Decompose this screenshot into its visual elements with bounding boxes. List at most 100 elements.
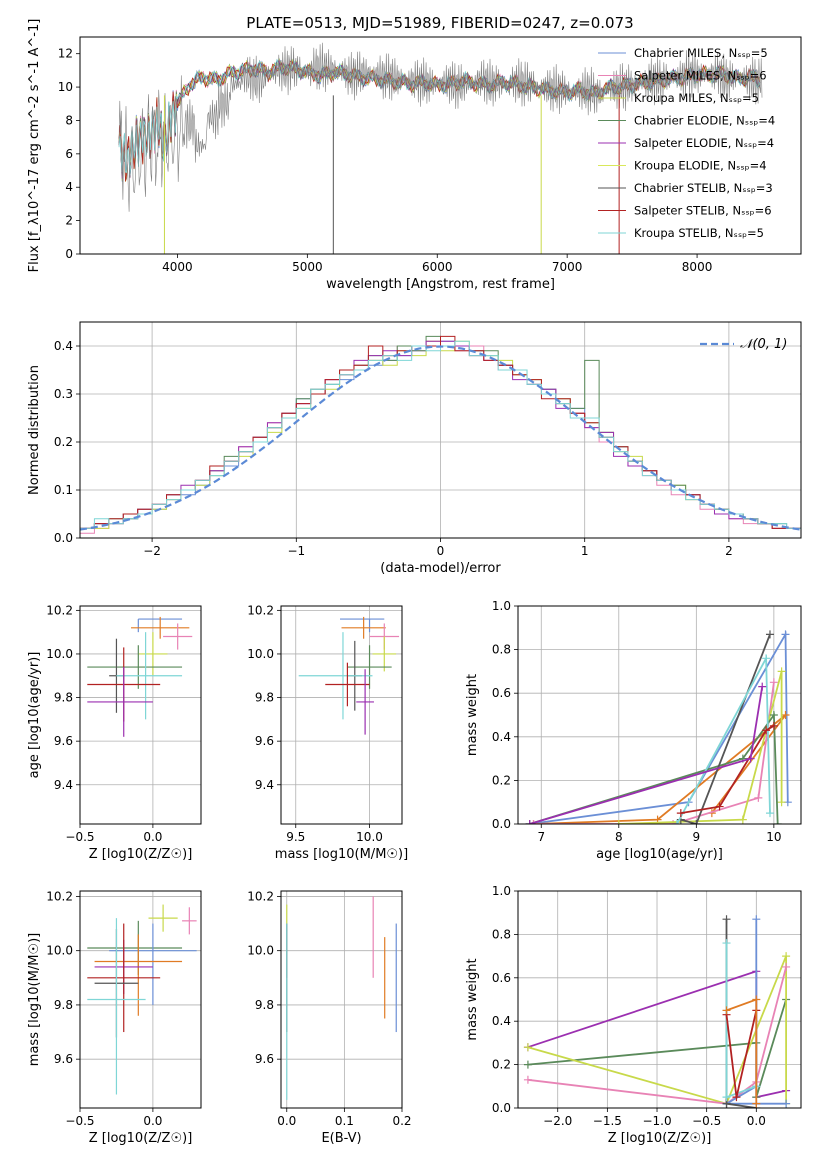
y-axis-label: Normed distribution — [27, 365, 42, 495]
errorbar-point — [372, 636, 397, 672]
plus-marker — [722, 939, 731, 948]
legend-label: Salpeter MILES, Nₛₛₚ=6 — [634, 69, 767, 83]
y-axis-label: mass [log10(M/M☉)] — [27, 933, 42, 1066]
plus-marker — [752, 915, 761, 924]
y-tick-label: 0.6 — [492, 971, 511, 985]
mass_vs_ebv-panel: 0.0 0.1 0.2 9.6 9.8 10.0 10.2 E(B-V) — [247, 889, 411, 1146]
normal-curve — [80, 345, 801, 531]
errorbar-point — [182, 907, 197, 935]
x-axis-label: wavelength [Angstrom, rest frame] — [326, 277, 555, 292]
x-tick-label: 7 — [537, 830, 545, 844]
y-tick-label: 9.8 — [255, 691, 274, 705]
axes-frame — [517, 890, 802, 1109]
errorbar-point — [148, 904, 178, 932]
plus-marker — [782, 962, 791, 971]
plus-marker — [765, 630, 774, 639]
legend-label: Chabrier STELIB, Nₛₛₚ=3 — [634, 181, 773, 195]
errorbar-point — [163, 623, 193, 650]
plus-marker — [754, 793, 763, 802]
x-tick-label: −0.5 — [692, 1114, 721, 1128]
y-tick-label: 10.0 — [46, 944, 73, 958]
weight-series — [618, 671, 783, 824]
mass_vs_z-panel: −0.5 0.0 9.6 9.8 10.0 10.2 Z [log10(Z/Z☉)] mass… — [27, 889, 202, 1146]
y-tick-label: 10.0 — [247, 647, 274, 661]
x-tick-label: 4000 — [162, 260, 193, 274]
x-axis-label: E(B-V) — [321, 1131, 361, 1146]
y-tick-label: 1.0 — [492, 599, 511, 613]
x-axis-label: Z [log10(Z/Z☉)] — [608, 1131, 712, 1146]
y-tick-label: 10.2 — [46, 603, 73, 617]
legend-label: Kroupa MILES, Nₛₛₚ=5 — [634, 91, 759, 105]
x-tick-label: 5000 — [292, 260, 323, 274]
weight-series — [533, 682, 775, 824]
weight_vs_z-panel: −2.0 −1.5 −1.0 −0.5 0.0 0.0 0.2 0.4 0.6 0.8 1.0 Z [… — [465, 884, 802, 1146]
y-axis-label: mass weight — [465, 674, 480, 756]
y-tick-label: 4 — [65, 180, 73, 194]
plus-marker — [782, 952, 791, 961]
y-tick-label: 9.8 — [54, 998, 73, 1012]
plus-marker — [525, 820, 534, 824]
plus-marker — [777, 667, 786, 676]
errorbar-point — [138, 632, 168, 676]
plus-marker — [762, 726, 771, 735]
plus-marker — [758, 682, 767, 691]
plus-marker — [782, 1099, 791, 1108]
spectrum-panel: 4000 5000 6000 7000 8000 0 2 4 6 8 10 12 wavelength … — [27, 19, 802, 292]
y-tick-label: 9.4 — [54, 778, 73, 792]
y-axis-label: mass weight — [465, 958, 480, 1040]
errorbar-point — [87, 923, 161, 1033]
x-tick-label: 8000 — [682, 260, 713, 274]
y-tick-label: 10 — [58, 80, 73, 94]
y-tick-label: 0.3 — [54, 387, 73, 401]
x-tick-label: 0.2 — [392, 1114, 411, 1128]
weight_vs_age-panel: 7 8 9 10 0.0 0.2 0.4 0.6 0.8 1.0 age [log10(age/yr… — [465, 599, 802, 862]
errorbar-point — [298, 632, 373, 720]
y-tick-label: 0.0 — [492, 817, 511, 831]
plus-marker — [672, 820, 681, 824]
x-tick-label: 0.1 — [335, 1114, 354, 1128]
y-tick-label: 9.8 — [54, 691, 73, 705]
y-tick-label: 6 — [65, 147, 73, 161]
x-tick-label: −1.5 — [593, 1114, 622, 1128]
age_vs_mass-plot-area — [298, 616, 400, 735]
y-tick-label: 8 — [65, 113, 73, 127]
spectrum-plot-area — [118, 42, 763, 254]
y-tick-label: 0.0 — [492, 1101, 511, 1115]
weight_vs_age-plot-area — [525, 630, 792, 824]
age_vs_z-panel: −0.5 0.0 9.4 9.6 9.8 10.0 10.2 Z [log10(Z/Z☉)] a… — [27, 603, 202, 862]
legend-label: Kroupa ELODIE, Nₛₛₚ=4 — [634, 159, 767, 173]
x-tick-label: 1 — [581, 544, 589, 558]
plus-marker — [769, 711, 778, 719]
x-tick-label: 0.0 — [143, 1114, 162, 1128]
y-tick-label: 10.2 — [46, 889, 73, 903]
residuals-plot-area — [80, 335, 801, 538]
legend-label: Salpeter STELIB, Nₛₛₚ=6 — [634, 204, 772, 218]
y-tick-label: 0.1 — [54, 483, 73, 497]
axes-frame — [79, 321, 802, 539]
plus-marker — [769, 678, 778, 687]
y-tick-label: 9.8 — [255, 998, 274, 1012]
plus-marker — [746, 754, 755, 763]
figure-title: PLATE=0513, MJD=51989, FIBERID=0247, z=0… — [246, 14, 633, 32]
plus-marker — [765, 809, 774, 818]
x-tick-label: 7000 — [552, 260, 583, 274]
weight-series — [529, 686, 764, 824]
errorbar-point — [341, 616, 386, 639]
errorbar-point — [356, 669, 374, 735]
plus-marker — [676, 809, 685, 818]
y-tick-label: 2 — [65, 214, 73, 228]
x-axis-label: Z [log10(Z/Z☉)] — [89, 1131, 193, 1146]
axes-frame — [280, 890, 403, 1109]
age_vs_mass-panel: 9.5 10.0 9.4 9.6 9.8 10.0 10.2 mass [log10(M/M☉… — [247, 603, 408, 862]
y-tick-label: 0.0 — [54, 531, 73, 545]
y-tick-label: 0.2 — [54, 435, 73, 449]
errorbar-point — [109, 923, 197, 1005]
plus-marker — [523, 1060, 532, 1069]
errorbar-point — [87, 918, 146, 1095]
weight-series — [533, 714, 787, 824]
legend-label: Kroupa STELIB, Nₛₛₚ=5 — [634, 226, 764, 240]
x-tick-label: 8 — [615, 830, 623, 844]
y-tick-label: 0.8 — [492, 643, 511, 657]
y-tick-label: 0.2 — [492, 1058, 511, 1072]
y-tick-label: 0.4 — [492, 1014, 511, 1028]
